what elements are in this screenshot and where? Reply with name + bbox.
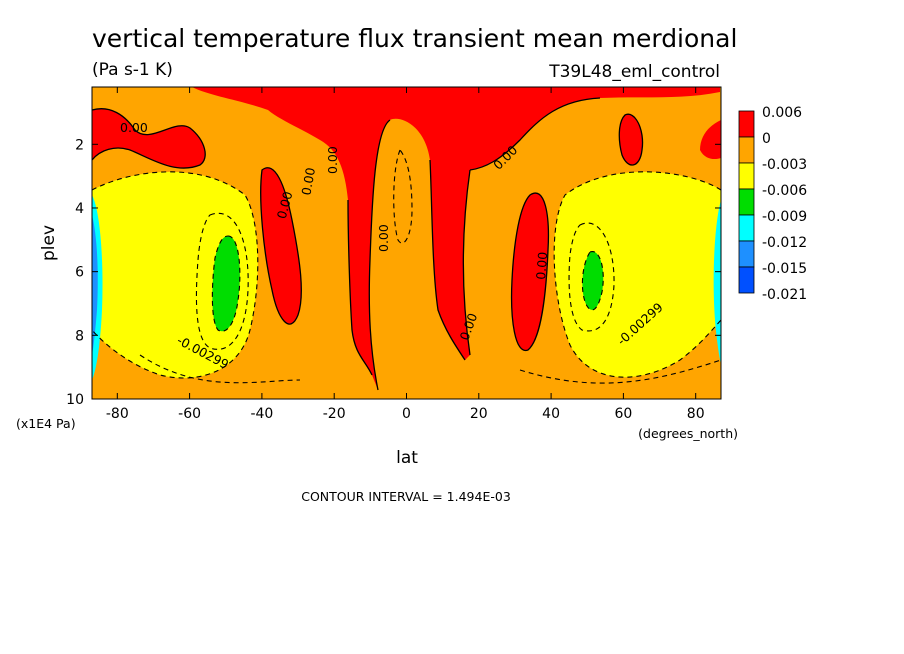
green-region-sh <box>212 236 240 332</box>
y-tick-label: 8 <box>75 328 84 344</box>
blue-edge-sh-dark <box>92 215 98 355</box>
color-legend: 0.006 0 -0.003 -0.006 -0.009 -0.012 -0.015 -0.0… <box>738 105 807 303</box>
contour-label-7: 0.00 <box>533 251 550 280</box>
contour-label-5: 0.00 <box>376 224 391 252</box>
legend-swatch <box>738 162 755 190</box>
red-region-top <box>192 87 720 390</box>
legend-level-label: -0.006 <box>762 183 807 199</box>
yellow-region-nh <box>554 171 721 378</box>
legend-level-label: -0.021 <box>762 287 807 303</box>
green-region-nh <box>582 251 604 310</box>
contour-label-2: 0.00 <box>325 146 340 174</box>
dataset-label: T39L48_eml_control <box>548 62 720 82</box>
red-region-sh-top <box>92 108 206 169</box>
legend-swatch <box>738 136 755 164</box>
plot-area: 0.00 0.00 0.00 0.00 0.00 0.00 0.00 0.00 … <box>91 86 722 400</box>
contour-label-1: 0.00 <box>120 120 148 135</box>
legend-swatch <box>738 240 755 268</box>
contour-label-4: 0.00 <box>274 190 296 221</box>
x-axis: -80 -60 -40 -20 0 20 40 60 80 <box>106 87 705 422</box>
red-region-nh-top <box>619 114 643 166</box>
legend-level-label: 0.006 <box>762 105 802 121</box>
legend-swatch <box>738 110 755 138</box>
contour-lines <box>91 97 644 391</box>
y-tick-label: 6 <box>75 265 84 281</box>
legend-level-label: -0.015 <box>762 261 807 277</box>
x-tick-label: 0 <box>402 406 411 422</box>
red-region-sh-lobe <box>260 167 302 325</box>
x-tick-label: 20 <box>470 406 488 422</box>
x-tick-label: 80 <box>687 406 705 422</box>
y-axis: 2 4 6 8 10 <box>66 137 721 408</box>
contour-interval: CONTOUR INTERVAL = 1.494E-03 <box>301 489 511 504</box>
y-axis-units: (x1E4 Pa) <box>16 416 76 431</box>
dashed-contours <box>91 148 722 384</box>
x-tick-label: -60 <box>178 406 201 422</box>
x-tick-label: -20 <box>323 406 346 422</box>
x-tick-label: -80 <box>106 406 129 422</box>
y-tick-label: 4 <box>75 201 84 217</box>
red-region-nh-lobe <box>511 193 549 351</box>
x-tick-label: -40 <box>250 406 273 422</box>
y-tick-label: 10 <box>66 392 84 408</box>
x-tick-label: 60 <box>614 406 632 422</box>
legend-level-label: 0 <box>762 131 771 147</box>
legend-level-label: -0.003 <box>762 157 807 173</box>
y-tick-label: 2 <box>75 137 84 153</box>
x-axis-label: lat <box>396 448 418 468</box>
legend-swatch <box>738 188 755 216</box>
contour-label-3: 0.00 <box>298 166 318 196</box>
legend-level-label: -0.009 <box>762 209 807 225</box>
chart-units: (Pa s-1 K) <box>92 60 173 80</box>
legend-swatch <box>738 266 755 294</box>
chart-title: vertical temperature flux transient mean… <box>92 24 737 53</box>
red-region-top-small <box>290 109 340 145</box>
y-axis-label: plev <box>39 225 59 261</box>
legend-swatch <box>738 214 755 242</box>
x-tick-label: 40 <box>542 406 560 422</box>
legend-level-label: -0.012 <box>762 235 807 251</box>
red-region-nh-edge <box>700 120 721 160</box>
x-axis-units: (degrees_north) <box>638 426 738 441</box>
blue-edge-nh <box>713 200 721 365</box>
